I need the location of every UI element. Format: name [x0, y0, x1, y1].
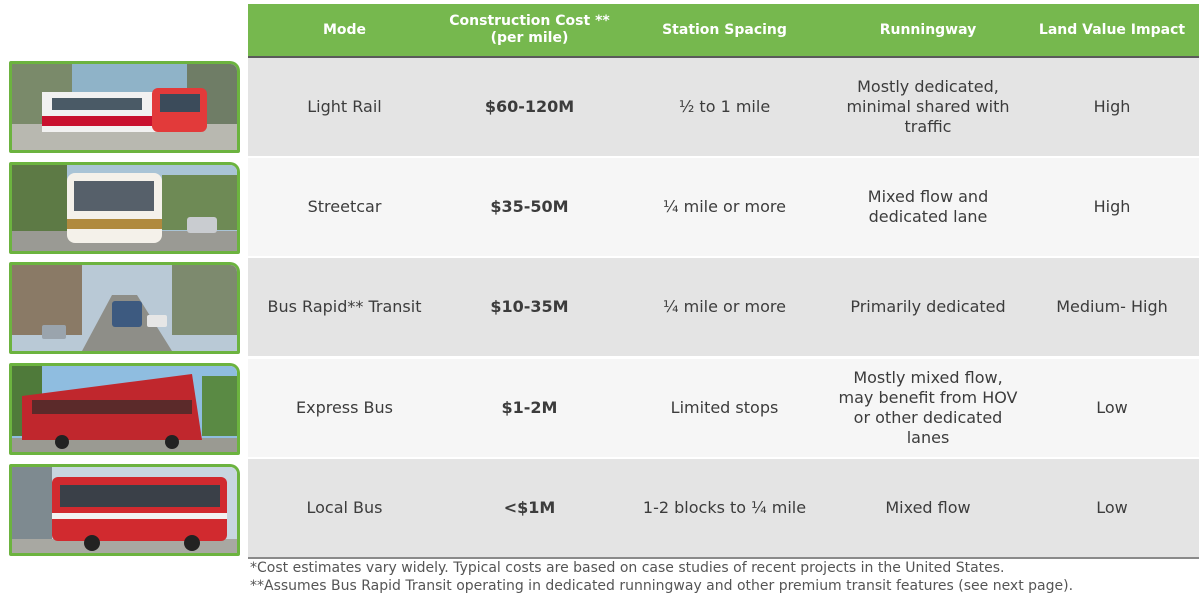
land-value-cell: Low	[1096, 398, 1128, 417]
local-bus-photo	[9, 464, 240, 556]
spacing-cell: 1-2 blocks to ¼ mile	[642, 498, 807, 517]
mode-cell: Express Bus	[295, 398, 393, 417]
footnote-cost: *Cost estimates vary widely. Typical cos…	[250, 560, 1005, 576]
table-bottom-rule	[248, 557, 1199, 559]
table-header: Mode Construction Cost ** (per mile) Stat…	[248, 4, 1199, 58]
land-value-cell: High	[1093, 97, 1131, 116]
runningway-cell: Primarily dedicated	[850, 297, 1006, 316]
runningway-cell: Mixed flow and dedicated lane	[867, 187, 989, 226]
spacing-cell: ¼ mile or more	[663, 197, 786, 216]
brt-photo	[9, 262, 240, 354]
table-row: Local Bus <$1M 1-2 blocks to ¼ mile Mixe…	[248, 459, 1199, 557]
mode-cell: Bus Rapid** Transit	[267, 297, 422, 316]
mode-cell: Light Rail	[307, 97, 382, 116]
streetcar-photo	[9, 162, 240, 254]
cost-cell: $60-120M	[484, 97, 575, 116]
runningway-cell: Mixed flow	[885, 498, 971, 517]
table-row: Express Bus $1-2M Limited stops Mostly m…	[248, 359, 1199, 457]
header-land-value: Land Value Impact	[1038, 21, 1186, 38]
header-cost-line2: (per mile)	[490, 30, 569, 46]
header-cost-line1: Construction Cost **	[449, 13, 610, 29]
spacing-cell: ½ to 1 mile	[678, 97, 771, 116]
header-mode: Mode	[322, 21, 367, 38]
runningway-cell: Mostly mixed flow, may benefit from HOV …	[838, 368, 1018, 447]
footnote-brt: **Assumes Bus Rapid Transit operating in…	[250, 578, 1074, 594]
table-row: Streetcar $35-50M ¼ mile or more Mixed f…	[248, 158, 1199, 256]
express-bus-photo	[9, 363, 240, 455]
cost-cell: $1-2M	[501, 398, 558, 417]
mode-cell: Local Bus	[306, 498, 383, 517]
land-value-cell: Low	[1096, 498, 1128, 517]
table-row: Light Rail $60-120M ½ to 1 mile Mostly d…	[248, 58, 1199, 156]
runningway-cell: Mostly dedicated, minimal shared with tr…	[846, 77, 1010, 136]
spacing-cell: ¼ mile or more	[663, 297, 786, 316]
cost-cell: <$1M	[503, 498, 556, 517]
cost-cell: $35-50M	[490, 197, 569, 216]
header-runningway: Runningway	[879, 21, 977, 38]
header-spacing: Station Spacing	[662, 21, 787, 38]
light-rail-photo	[9, 61, 240, 153]
cost-cell: $10-35M	[490, 297, 569, 316]
mode-cell: Streetcar	[307, 197, 382, 216]
spacing-cell: Limited stops	[670, 398, 779, 417]
header-cost: Construction Cost ** (per mile)	[441, 4, 618, 56]
land-value-cell: High	[1093, 197, 1131, 216]
land-value-cell: Medium- High	[1056, 297, 1168, 316]
table-row: Bus Rapid** Transit $10-35M ¼ mile or mo…	[248, 258, 1199, 356]
